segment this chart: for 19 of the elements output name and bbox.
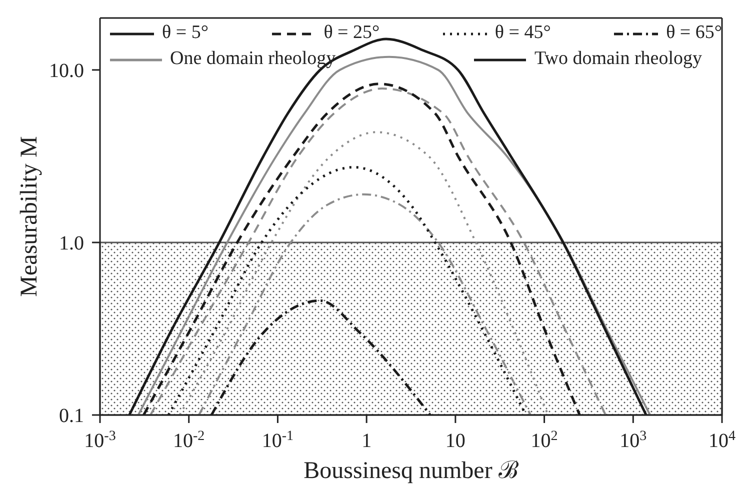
legend-label: θ = 45° — [494, 22, 551, 43]
annotation: Two domain rheology — [534, 48, 702, 69]
y-tick-label: 1.0 — [59, 232, 84, 254]
x-tick-label: 10$^{4}$ — [708, 428, 736, 452]
y-tick-label: 0.1 — [59, 405, 84, 427]
x-tick-label: 10$^{2}$ — [530, 428, 558, 452]
legend-label: θ = 65° — [666, 22, 722, 43]
legend-label: θ = 5° — [162, 22, 208, 43]
y-tick-label: 10.0 — [49, 60, 84, 82]
x-tick-label: 10$^{-2}$ — [173, 428, 205, 452]
annotation: One domain rheology — [170, 48, 336, 69]
x-axis-title: Boussinesq number ℬ — [304, 458, 520, 484]
x-tick-label: 10 — [445, 430, 466, 452]
y-axis-title: Measurability M — [16, 136, 43, 297]
x-tick-label: 10$^{-1}$ — [262, 428, 294, 452]
x-tick-label: 1 — [362, 430, 372, 452]
legend-label: θ = 25° — [324, 22, 380, 43]
x-tick-label: 10$^{3}$ — [620, 428, 647, 452]
x-tick-label: 10$^{-3}$ — [84, 428, 116, 452]
